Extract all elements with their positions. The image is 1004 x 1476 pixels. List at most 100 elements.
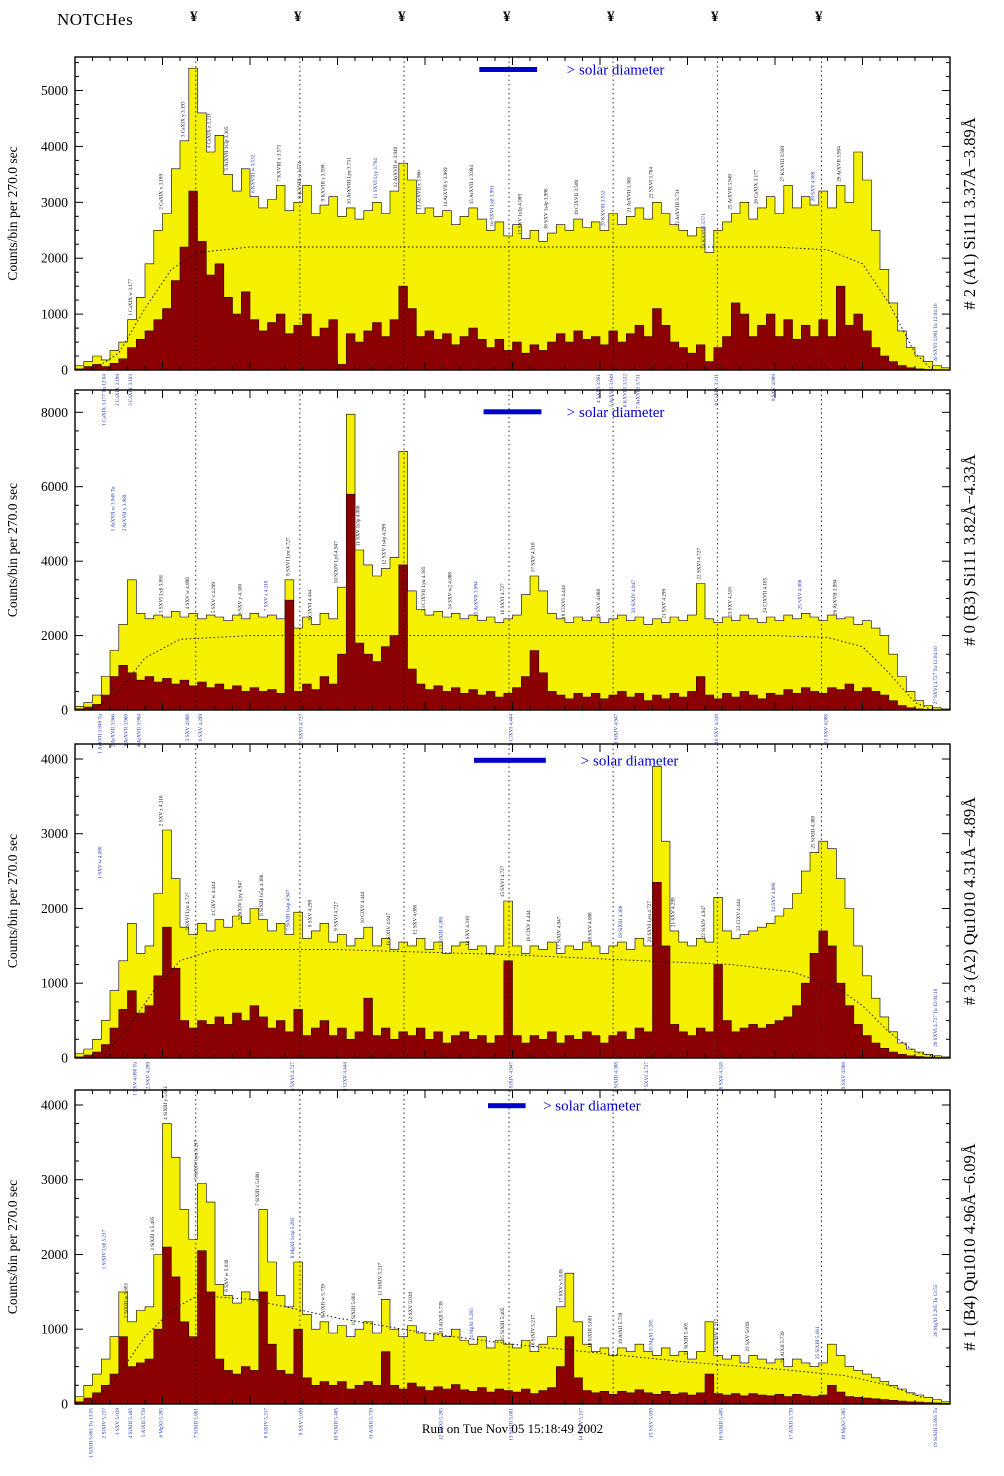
line-annotation: 26 CaXIX 3.177 <box>754 169 760 204</box>
notch-marker: ¥ <box>294 9 302 25</box>
histogram-core <box>74 190 950 371</box>
line-annotation: 2 SXV z 4.318 <box>159 795 165 826</box>
line-annotation: 11 SXVI Lyγ 3.784 <box>373 158 379 199</box>
y-tick-label: 4000 <box>41 752 68 767</box>
line-annotation: 20 MgXI 5.285 <box>649 1319 655 1352</box>
line-annotation: 16 SXVI 4.727 <box>500 583 506 615</box>
line-annotation: 26 SXVI 4.727 Tu 12:04:16 <box>933 988 939 1046</box>
line-annotations: 1 SXV w 4.088 2 SXV z 4.318 3 SXVI Lyα 4.7… <box>97 795 939 1096</box>
y-tick-label: 0 <box>61 1051 68 1066</box>
panel-right-label: # 2 (A1) Si111 3.37Å−3.89Å <box>960 117 979 309</box>
line-annotation: 25 SiXIII 4.388 <box>810 815 816 848</box>
axis-ticks <box>74 57 951 371</box>
line-annotation: 3 CaXIX y 3.193 <box>180 101 186 137</box>
line-annotation: 4 SiXIII y 5.681 <box>163 1085 169 1119</box>
y-tick-label: 0 <box>61 363 68 378</box>
line-annotation-below: 7 SXVI 4.727 <box>644 1062 650 1091</box>
y-tick-label: 4000 <box>41 554 68 569</box>
line-annotation: 22 SXVI 3.784 <box>649 167 655 199</box>
line-annotation: 8 SXV 4.299 <box>307 900 313 928</box>
line-annotation: 15 SiXIII 5.405 <box>500 1307 506 1340</box>
line-annotation: 14 MgXI 5.285 <box>469 1308 475 1341</box>
line-annotation: 19 ClXVII 3.509 <box>574 180 580 216</box>
notch-marker: ¥ <box>398 9 406 25</box>
line-annotation: 12 ArXVII w 3.949 <box>393 146 399 187</box>
line-annotation: 22 SiXIV 5.217 <box>714 1318 720 1351</box>
solar-diameter-bar <box>488 1103 526 1109</box>
line-annotation: 26 MgXI 5.285 Tu 13:55 <box>933 1284 939 1336</box>
line-annotation: 18 ClXVI 4.444 <box>561 585 567 619</box>
line-annotation: 13 SiXIII 4.388 <box>439 916 445 949</box>
line-annotation: 13 AlXII 5.739 <box>439 1301 445 1333</box>
solar-diameter-label: > solar diameter <box>581 753 679 769</box>
line-annotation: 10 ClXV 4.444 <box>360 891 366 923</box>
line-annotation-below: 3 ArXVII 3.969 <box>124 714 130 747</box>
line-annotation: 19 SXV 4.088 <box>596 589 602 619</box>
line-annotation-below: 16 SiXIII 5.405 <box>719 1408 725 1441</box>
line-annotation-below: 8 SiXIV 5.217 <box>264 1408 270 1439</box>
line-annotation-below: 4 SXVI 3.991 <box>596 374 602 403</box>
line-annotation-below: 3 SXV 5.039 <box>115 1408 121 1436</box>
line-annotation: 4 SXV w 4.088 <box>185 577 191 610</box>
line-annotation: 7 SXV z 4.318 <box>264 580 270 611</box>
line-annotation-below: 3 SXVI 4.727 <box>290 1062 296 1091</box>
line-annotation-below: 14 SiXIV 5.217 <box>579 1408 585 1441</box>
line-annotation: 18 SXV 4.088 <box>587 912 593 942</box>
solar-diameter-bar <box>483 409 542 415</box>
line-annotation: 11 SXV 1s3p 4.088 <box>355 505 361 546</box>
line-annotation: 25 SXV 4.088 <box>797 579 803 609</box>
line-annotation-below: 6 SiXIII 4.388 <box>614 1062 620 1093</box>
line-annotation-below: 4 SiXIII 5.405 <box>128 1408 134 1439</box>
solar-diameter-bar <box>479 67 538 72</box>
line-annotation: 9 KXVIII z 3.599 <box>320 164 326 201</box>
line-annotation: 5 ArXVII 1s3p 3.365 <box>224 126 230 170</box>
line-annotation: 1 SXV w 4.088 <box>97 846 103 879</box>
line-annotation: 6 SXV w 5.039 <box>224 1259 230 1292</box>
solar-envelope-curve <box>92 635 933 711</box>
line-annotation: 5 SXV x 4.299 <box>211 582 217 613</box>
line-annotation-below: 7 ArXVIII 3.731 <box>635 374 641 409</box>
line-annotation: 10 SiXIV Lyδ 4.947 <box>334 541 340 584</box>
line-annotation-below: 5 AlXII 5.739 <box>141 1408 147 1437</box>
line-annotation: 14 SXV w2 4.088 <box>447 572 453 610</box>
line-annotation: 21 SXV 4.299 <box>662 589 668 619</box>
line-annotation: 24 ClXVII 4.185 <box>762 577 768 613</box>
line-annotation: 8 SXVI Lyα 4.727 <box>285 537 291 576</box>
line-annotation-below: 5 SiXIV 4.947 <box>509 1062 515 1093</box>
line-annotation: 26 ArXVII 3.994 <box>832 579 838 615</box>
line-annotation: 20 SXVI Lyα 4.727 <box>647 901 653 942</box>
line-annotation: 4 CaXIX z 3.211 <box>207 113 213 149</box>
line-annotation: 27 KXVIII 3.599 <box>780 146 786 182</box>
line-annotation: 7 SiXIII 1s4p 4.947 <box>285 889 291 931</box>
line-annotation-below: 17 AlXII 5.739 <box>789 1408 795 1440</box>
line-annotation: 24 KXVIII 3.571 <box>701 213 707 249</box>
line-annotation: 12 SXV 5.039 <box>408 1292 414 1322</box>
notch-lines <box>195 1090 822 1404</box>
line-annotation: 14 SXV 4.318 <box>465 916 471 946</box>
line-annotation: 6 SXV y 4.300 <box>237 584 243 615</box>
y-tick-label: 2000 <box>41 901 68 916</box>
notch-marker: ¥ <box>711 9 719 25</box>
y-axis-label: Counts/bin per 270.0 sec <box>5 834 20 968</box>
y-tick-label: 2000 <box>41 1247 68 1262</box>
histogram-core <box>74 882 951 1059</box>
histogram-core <box>74 1246 951 1405</box>
notch-marker: ¥ <box>503 9 511 25</box>
line-annotation: 23 ArXVIII 3.731 <box>675 189 681 227</box>
line-annotation: 2 ArXVII y 3.969 <box>122 494 128 531</box>
line-annotation-below: 13 SiXIII 5.681 <box>509 1408 515 1441</box>
line-annotation-below: 19 SiXIII 5.681 Tu <box>933 1408 939 1448</box>
y-tick-label: 6000 <box>41 479 68 494</box>
panel-right-label: # 3 (A2) Qu1010 4.31Å−4.89Å <box>960 797 979 1005</box>
histogram-core <box>74 493 950 711</box>
line-annotation-below: 9 SXV 5.039 <box>299 1408 305 1436</box>
y-tick-label: 3000 <box>41 195 68 210</box>
line-annotation-below: 15 SXV 5.039 <box>649 1408 655 1438</box>
line-annotation: 15 ArXVII z 3.994 <box>469 165 475 205</box>
line-annotation: 24 SXV 4.088 <box>771 882 777 912</box>
line-annotation: 7 KXVIII x 3.571 <box>277 144 283 182</box>
line-annotation-below: 2 SiXIV 5.217 <box>102 1408 108 1439</box>
line-annotation: 23 SXV 4.318 <box>727 587 733 617</box>
y-tick-label: 2000 <box>41 251 68 266</box>
